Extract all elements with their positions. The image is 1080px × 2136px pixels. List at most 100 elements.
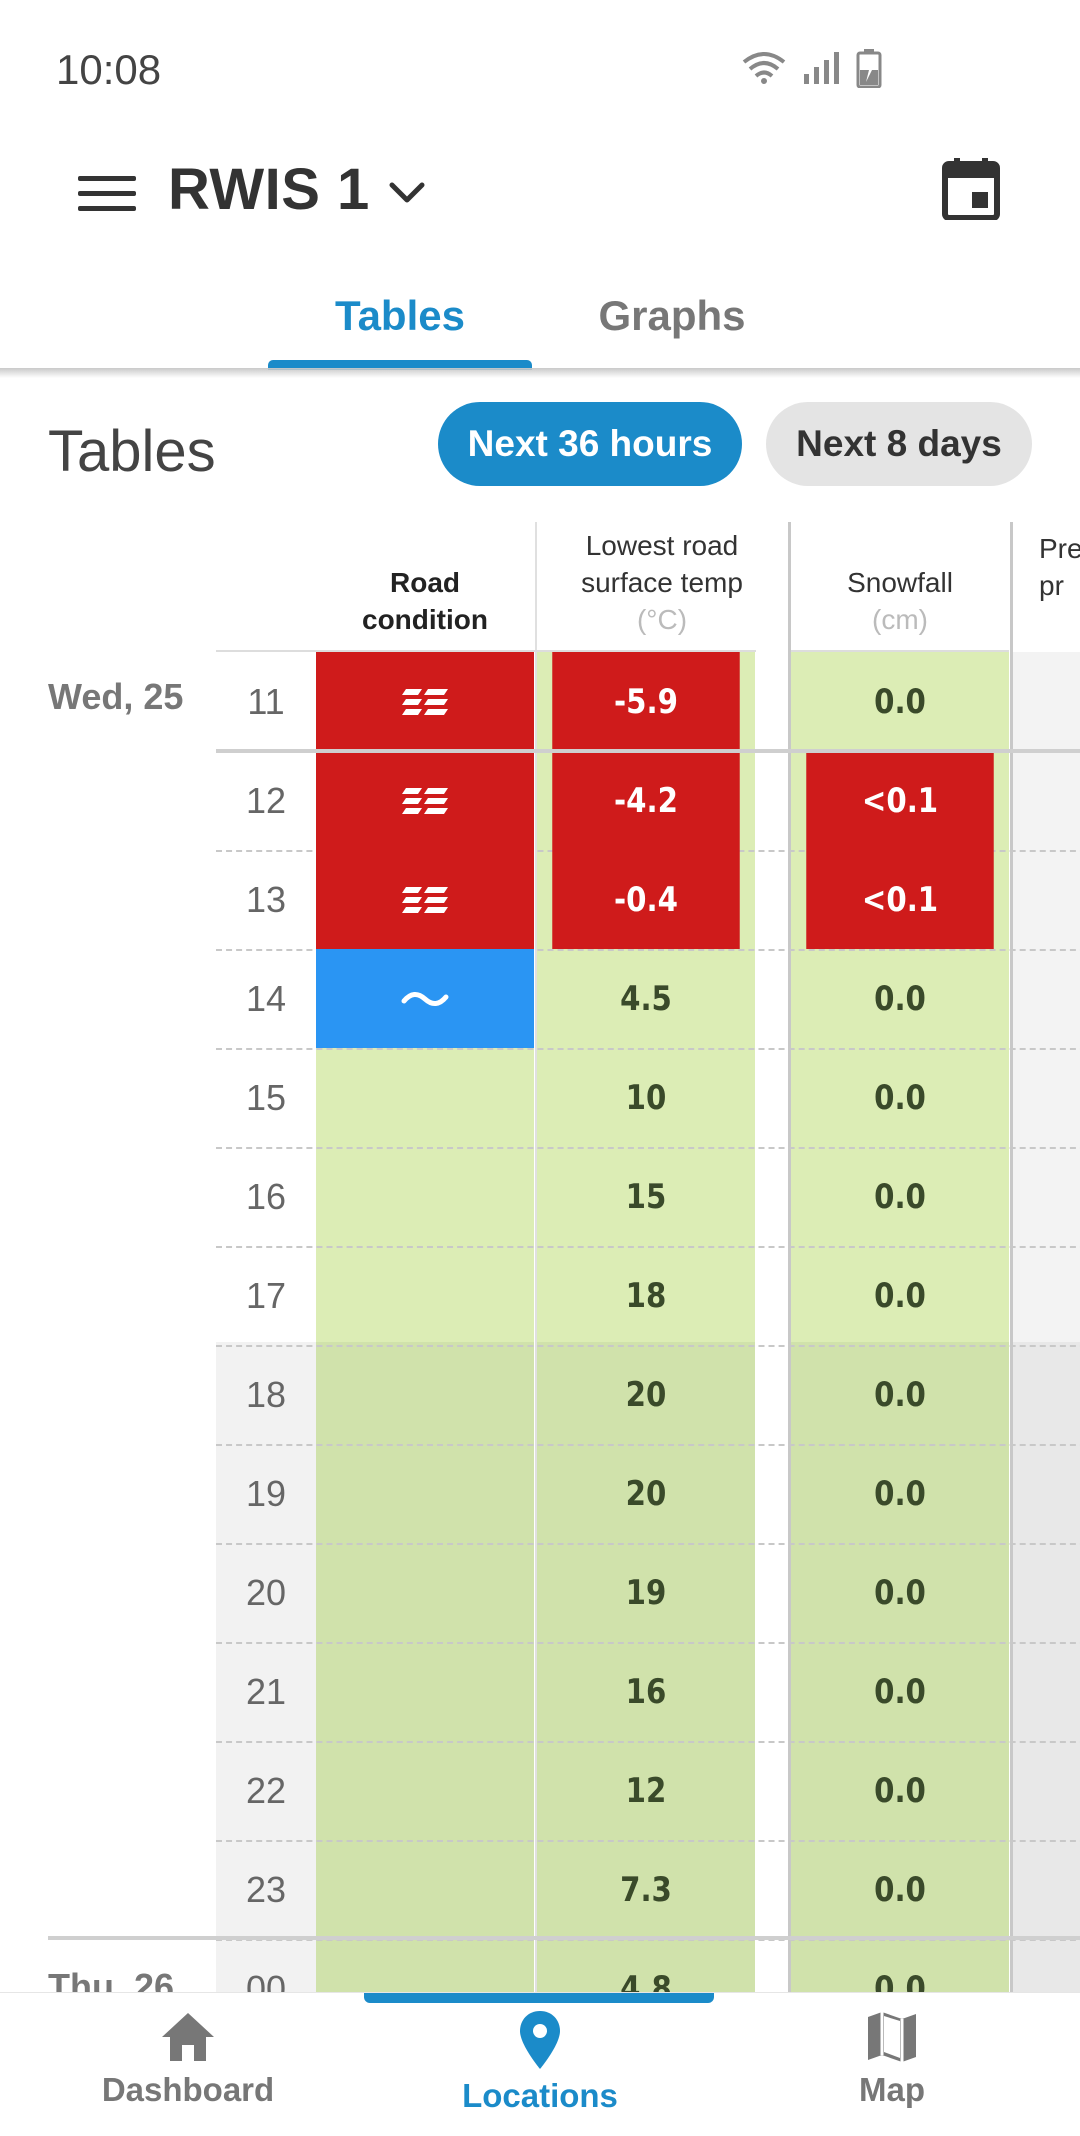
column-divider (1010, 522, 1013, 1992)
day-label-thu: Thu, 26 (48, 1966, 175, 1992)
battery-charging-icon (856, 49, 882, 88)
row-separator (216, 1840, 1080, 1842)
table-row: 14 4.5 0.0 (216, 949, 1080, 1048)
row-separator (216, 1444, 1080, 1446)
map-icon (868, 2012, 916, 2062)
hour-cell: 12 (245, 779, 287, 821)
road-temp-cell: 16 (625, 1671, 667, 1712)
hour-cell: 20 (245, 1571, 287, 1613)
road-temp-cell: 4.5 (620, 978, 672, 1019)
location-selector[interactable]: RWIS 1 (168, 156, 426, 223)
row-separator (216, 1345, 1080, 1347)
hour-cell: 14 (245, 977, 287, 1019)
hour-cell: 19 (245, 1472, 287, 1514)
snowfall-cell: 0.0 (874, 1968, 926, 1993)
partial-header-line1: Pre (1039, 533, 1080, 564)
location-title: RWIS 1 (168, 157, 370, 222)
road-temp-header: Lowest road surface temp (°C) (537, 522, 787, 652)
road-condition-cell (316, 1147, 534, 1246)
row-separator (216, 949, 1080, 951)
tab-tables[interactable]: Tables (335, 292, 465, 339)
hour-cell: 17 (245, 1274, 287, 1316)
snowfall-cell: 0.0 (874, 1176, 926, 1217)
road-condition-cell (316, 1345, 534, 1444)
location-pin-icon (520, 2011, 560, 2069)
road-temp-cell: 15 (625, 1176, 667, 1217)
menu-icon[interactable] (78, 170, 138, 220)
road-condition-cell (316, 1840, 534, 1939)
table-row: 11 -5.9 0.0 (216, 652, 1080, 751)
road-condition-cell (316, 1246, 534, 1345)
road-temp-unit: (°C) (636, 604, 688, 635)
partial-header-line2: pr (1039, 570, 1064, 601)
table-row: 21 16 0.0 (216, 1642, 1080, 1741)
forecast-table[interactable]: Road condition Lowest road surface temp … (0, 522, 1080, 1992)
road-temp-cell: 12 (625, 1770, 667, 1811)
table-row: 00 4.8 0.0 (216, 1939, 1080, 1993)
road-condition-cell (316, 1741, 534, 1840)
snowfall-cell: 0.0 (874, 978, 926, 1019)
nav-dashboard[interactable]: Dashboard (38, 2009, 338, 2133)
temp-column-night-bg (537, 1342, 755, 1992)
snowfall-cell: <0.1 (806, 850, 994, 949)
road-condition-cell (316, 850, 534, 949)
road-temp-cell: -5.9 (552, 652, 740, 751)
status-bar: 10:08 (0, 0, 1080, 130)
snowfall-cell: 0.0 (874, 1671, 926, 1712)
status-icons (740, 48, 882, 88)
ice-condition-icon (402, 688, 448, 715)
row-separator (216, 1939, 1080, 1941)
road-temp-cell: 19 (625, 1572, 667, 1613)
row-separator (216, 1741, 1080, 1743)
hour-cell: 18 (245, 1373, 287, 1415)
nav-locations[interactable]: Locations (390, 2009, 690, 2133)
nav-active-indicator (364, 1993, 714, 2003)
road-condition-cell (316, 652, 534, 751)
road-temp-cell: -4.2 (552, 751, 740, 850)
road-condition-cell (316, 751, 534, 850)
next-8-days-button[interactable]: Next 8 days (766, 402, 1032, 486)
calendar-icon[interactable] (942, 158, 1000, 220)
snowfall-cell: 0.0 (874, 1869, 926, 1910)
row-separator (216, 1246, 1080, 1248)
day-separator (48, 1936, 1080, 1940)
nav-map[interactable]: Map (742, 2009, 1042, 2133)
nav-map-label: Map (859, 2071, 925, 2108)
hour-cell: 15 (245, 1076, 287, 1118)
snowfall-cell: 0.0 (874, 1473, 926, 1514)
table-row: 16 15 0.0 (216, 1147, 1080, 1246)
ice-condition-icon (402, 787, 448, 814)
road-temp-cell: 20 (625, 1374, 667, 1415)
road-condition-cell (316, 1642, 534, 1741)
row-separator (216, 1642, 1080, 1644)
column-divider (788, 522, 791, 1992)
tab-graphs[interactable]: Graphs (598, 292, 746, 339)
road-condition-cell (316, 1444, 534, 1543)
table-row: 23 7.3 0.0 (216, 1840, 1080, 1939)
section-title: Tables (48, 419, 216, 484)
partial-column-header: Pre pr (1013, 522, 1080, 652)
table-row: 15 10 0.0 (216, 1048, 1080, 1147)
snowfall-cell: 0.0 (874, 1077, 926, 1118)
snowfall-cell: 0.0 (874, 1374, 926, 1415)
snowfall-header-label: Snowfall (847, 567, 953, 598)
hour-cell: 11 (247, 680, 285, 722)
table-row: 22 12 0.0 (216, 1741, 1080, 1840)
road-condition-header-label: Road condition (362, 567, 488, 635)
next-36-hours-button[interactable]: Next 36 hours (438, 402, 742, 486)
row-separator (216, 1048, 1080, 1050)
app-bar: RWIS 1 Tables Graphs (0, 130, 1080, 380)
snowfall-cell: 0.0 (874, 1275, 926, 1316)
signal-icon (804, 52, 839, 84)
snowfall-cell: 0.0 (874, 681, 926, 722)
wet-condition-icon (401, 991, 449, 1006)
row-separator (216, 1543, 1080, 1545)
road-temp-cell: 18 (625, 1275, 667, 1316)
snowfall-header: Snowfall (cm) (791, 522, 1009, 652)
chevron-down-icon (389, 182, 425, 202)
road-temp-header-line2: surface temp (581, 567, 743, 598)
partial-column-night-bg (1013, 1342, 1080, 1992)
road-condition-cell (316, 1048, 534, 1147)
status-time: 10:08 (56, 46, 162, 93)
snowfall-cell: 0.0 (874, 1770, 926, 1811)
